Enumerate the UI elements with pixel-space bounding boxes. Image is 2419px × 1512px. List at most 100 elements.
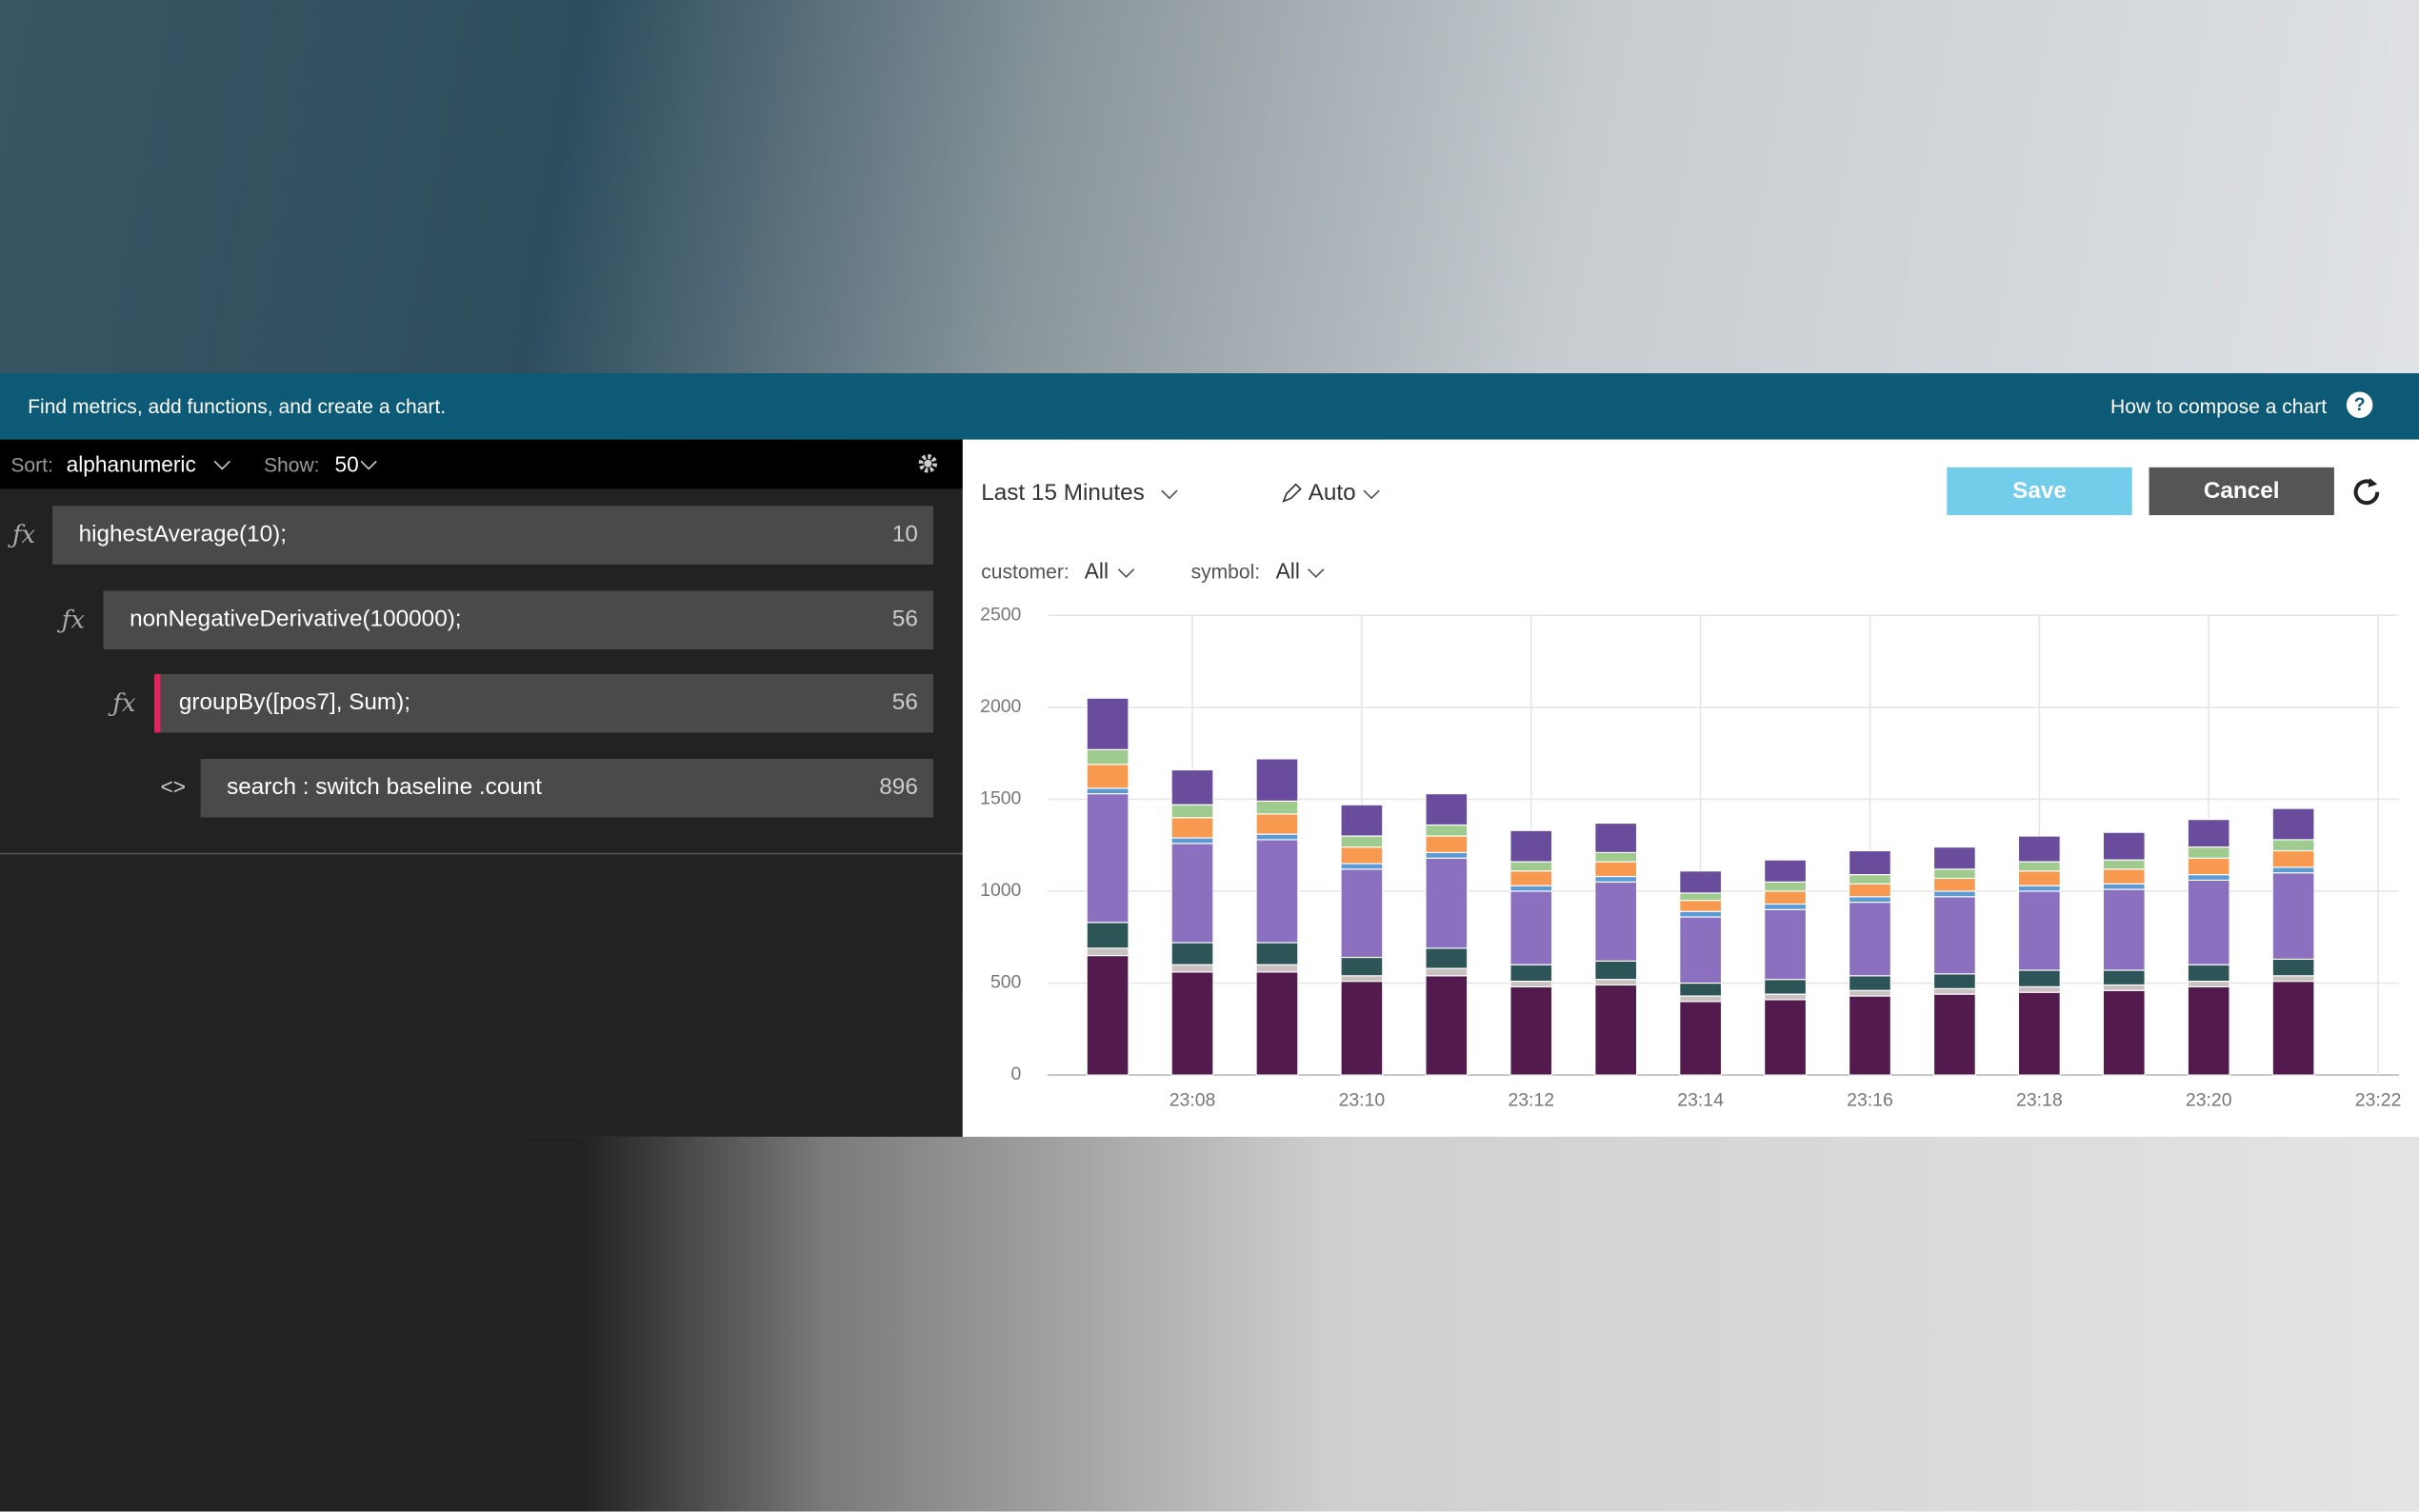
y-tick-label: 2500 — [980, 604, 1021, 625]
bar-segment — [1255, 833, 1299, 841]
settings-icon[interactable] — [918, 453, 938, 473]
bar-segment — [1425, 851, 1469, 859]
bar-segment — [1594, 979, 1638, 986]
bar-segment — [1849, 989, 1891, 997]
bar-segment — [1764, 999, 1807, 1076]
bar-segment — [1679, 870, 1723, 894]
bar-segment — [1849, 874, 1891, 885]
show-label: Show: — [264, 453, 320, 477]
bar-segment — [2102, 984, 2146, 991]
bar-segment — [2017, 890, 2061, 971]
search-row[interactable]: search : switch baseline .count 896 — [200, 758, 934, 818]
bar-segment — [1932, 896, 1976, 975]
bar-segment — [1255, 758, 1299, 802]
search-count: 896 — [879, 774, 918, 801]
bar-segment — [1340, 868, 1384, 959]
bar-segment — [1086, 793, 1130, 924]
bar-segment — [1170, 837, 1214, 845]
bar-segment — [1170, 843, 1214, 944]
show-dropdown[interactable]: 50 — [334, 451, 359, 477]
bar-segment — [1170, 942, 1214, 965]
filter-dropdown[interactable]: All — [1084, 558, 1109, 584]
bar-segment — [1340, 835, 1384, 848]
y-tick-label: 2000 — [980, 696, 1021, 717]
chevrons — [213, 460, 377, 470]
bar-segment — [2102, 969, 2146, 986]
filter-dropdown[interactable]: All — [1275, 558, 1300, 584]
function-label: groupBy([pos7], Sum); — [178, 689, 411, 716]
x-tick-label: 23:08 — [1170, 1090, 1216, 1111]
x-tick-label: 23:10 — [1339, 1090, 1386, 1111]
function-panel: Sort: alphanumeric Show: 50 ƒx highestAv… — [0, 439, 963, 1137]
y-tick-label: 500 — [990, 972, 1022, 993]
bar-segment — [1594, 822, 1638, 853]
x-tick-label: 23:22 — [2355, 1090, 2402, 1111]
bar-segment — [1764, 890, 1807, 905]
bar-segment — [2271, 849, 2315, 868]
bar-segment — [1932, 890, 1976, 898]
bar-segment — [1086, 922, 1130, 949]
chart: 0 500 1000 1500 2000 2500 23:08 23:10 23:12 23:14… — [980, 604, 2402, 1111]
search-label: search : switch baseline .count — [227, 774, 543, 801]
x-tick-label: 23:18 — [2016, 1090, 2063, 1111]
edit-icon — [1282, 483, 1302, 503]
bar-segment — [2102, 888, 2146, 971]
bar-segment — [2102, 883, 2146, 890]
bar-segment — [1170, 804, 1214, 819]
time-range-dropdown[interactable]: Last 15 Minutes — [981, 479, 1145, 507]
bar-segment — [1509, 870, 1553, 886]
cancel-button[interactable]: Cancel — [2149, 467, 2334, 516]
filter-label: customer: — [981, 560, 1070, 584]
bar-segment — [1679, 1001, 1723, 1076]
bar-segment — [1086, 748, 1130, 766]
search-icon: <> — [160, 774, 186, 800]
bar-segment — [2271, 866, 2315, 874]
bar-segment — [1425, 793, 1469, 826]
bar-segment — [1764, 903, 1807, 910]
bar-segment — [1086, 947, 1130, 957]
save-button[interactable]: Save — [1947, 467, 2132, 516]
refresh-icon[interactable] — [2351, 475, 2386, 509]
help-icon[interactable]: ? — [2346, 391, 2373, 418]
bar-segment — [2017, 969, 2061, 987]
chevrons — [1117, 568, 1325, 578]
bar-segment — [2102, 831, 2146, 861]
bar-segment — [1340, 975, 1384, 983]
bar-segment — [1849, 901, 1891, 977]
bar-segment — [1255, 800, 1299, 815]
bar-segment — [2102, 989, 2146, 1076]
mode-dropdown[interactable]: Auto — [1308, 479, 1356, 507]
bar-segment — [1509, 985, 1553, 1076]
bar-segment — [1679, 982, 1723, 997]
bar-segment — [1425, 947, 1469, 969]
bar-segment — [2017, 885, 2061, 892]
chart-panel: Last 15 Minutes Auto Save Cancel custome… — [962, 439, 2419, 1137]
bar-segment — [1849, 883, 1891, 898]
bar-segment — [1679, 900, 1723, 912]
function-row[interactable]: groupBy([pos7], Sum); 56 — [153, 673, 934, 733]
bar-segment — [1849, 975, 1891, 991]
function-icon: ƒx — [112, 687, 136, 718]
bar-segment — [1594, 960, 1638, 981]
sort-label: Sort: — [10, 453, 53, 477]
bar-segment — [1425, 975, 1469, 1076]
y-tick-label: 1500 — [980, 788, 1021, 809]
bar-segment — [1509, 861, 1553, 872]
bar-segment — [2017, 991, 2061, 1076]
bar-segment — [2187, 846, 2230, 859]
function-row[interactable]: nonNegativeDerivative(100000); 56 — [103, 590, 934, 649]
bar-segment — [2187, 879, 2230, 965]
x-tick-label: 23:12 — [1508, 1090, 1554, 1111]
help-link[interactable]: How to compose a chart — [2110, 394, 2328, 418]
bar-segment — [1932, 877, 1976, 892]
y-tick-label: 0 — [1011, 1064, 1022, 1084]
divider — [0, 852, 963, 855]
bar-segment — [2271, 807, 2315, 841]
function-row[interactable]: highestAverage(10); 10 — [52, 506, 934, 565]
bar-segment — [1849, 896, 1891, 904]
bar-segment — [2271, 981, 2315, 1076]
bar-segment — [1086, 954, 1130, 1076]
bar-segment — [2102, 859, 2146, 870]
chevrons — [1161, 489, 1380, 500]
sort-dropdown[interactable]: alphanumeric — [66, 451, 196, 477]
